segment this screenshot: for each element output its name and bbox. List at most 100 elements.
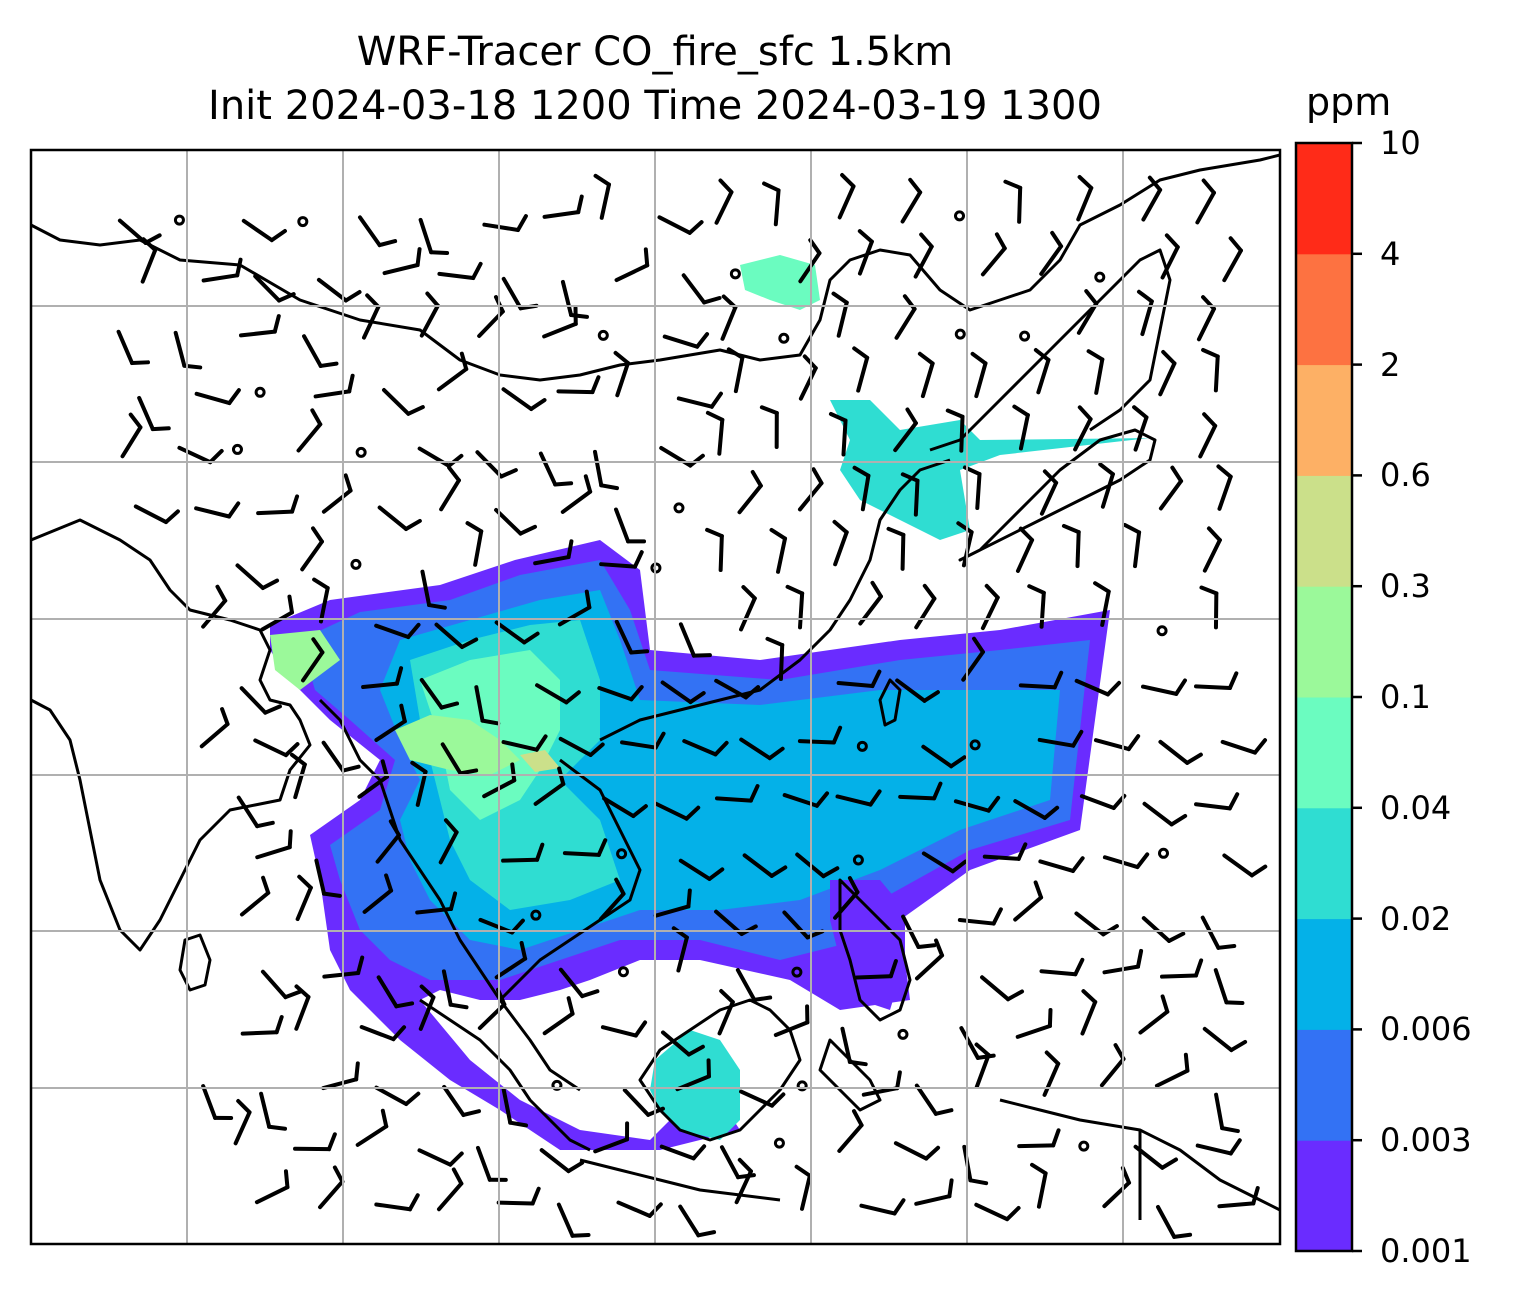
wind-barb — [374, 703, 407, 742]
wind-barb — [765, 636, 785, 682]
wind-barb — [116, 329, 151, 366]
wind-barb — [321, 473, 353, 514]
wind-barb — [241, 218, 287, 243]
wind-barb — [538, 451, 574, 487]
colorbar-segment — [1296, 1140, 1352, 1252]
wind-barb — [1098, 462, 1115, 509]
wind-barb — [957, 907, 1003, 926]
wind-barb — [894, 294, 917, 340]
wind-barb — [482, 214, 528, 232]
wind-barb — [533, 766, 566, 806]
colorbar-tick-label: 0.04 — [1380, 788, 1452, 827]
wind-barb — [833, 876, 860, 920]
wind-barb — [717, 989, 735, 1036]
wind-barb — [359, 1025, 407, 1042]
coast-srilanka — [178, 933, 212, 992]
wind-barb — [1099, 1043, 1126, 1088]
calm-wind-circle — [616, 848, 628, 860]
calm-wind-circle — [530, 909, 542, 921]
wind-barb — [1122, 522, 1142, 569]
calm-wind-circle — [597, 329, 609, 341]
wind-barb — [598, 877, 626, 922]
wind-barb — [374, 1193, 420, 1212]
calm-wind-circle — [729, 268, 741, 280]
wind-barb — [1214, 1092, 1240, 1134]
tracer-plume-0.1 — [395, 715, 520, 775]
coast-bay-bengal-east — [318, 698, 581, 1092]
wind-barb — [737, 469, 763, 515]
wind-barb — [436, 1167, 464, 1212]
coast-borneo — [638, 998, 802, 1142]
calm-wind-circle — [254, 386, 266, 398]
wind-barb — [1102, 1165, 1132, 1209]
coast-philippines — [838, 878, 912, 1022]
wind-barb — [440, 742, 479, 776]
wind-barb — [1217, 1186, 1260, 1209]
wind-barb — [614, 507, 647, 544]
calm-wind-circle — [954, 210, 966, 222]
colorbar-segment — [1296, 1029, 1352, 1141]
wind-barb — [657, 215, 704, 235]
wind-barb — [726, 347, 745, 394]
coast-sumatra — [419, 998, 591, 1152]
wind-barb — [653, 888, 692, 918]
wind-barb — [593, 449, 619, 491]
wind-barb — [1201, 347, 1220, 393]
colorbar-segment — [1296, 807, 1352, 920]
wind-barb — [465, 521, 484, 567]
wind-barb — [837, 173, 856, 220]
coast-china — [599, 458, 951, 742]
wind-barb — [253, 738, 300, 758]
colorbar-tick-label: 0.006 — [1380, 1010, 1472, 1049]
wind-barb — [1195, 1138, 1242, 1156]
wind-barb — [293, 1132, 337, 1152]
calm-wind-circle — [1156, 625, 1168, 637]
wind-barb — [676, 391, 723, 409]
wind-barb — [980, 975, 1025, 1002]
colorbar-tick-label: 0.3 — [1380, 567, 1431, 606]
wind-barb — [294, 984, 311, 1031]
wind-barb — [720, 294, 738, 341]
wind-barb — [914, 1083, 954, 1116]
wind-barb — [558, 736, 605, 757]
calm-wind-circle — [773, 1137, 785, 1149]
wind-barb — [255, 829, 293, 860]
coast-indochina — [498, 758, 642, 1002]
wind-barb — [597, 685, 644, 702]
colorbar-tick-label: 0.003 — [1380, 1121, 1472, 1160]
wind-barb — [1018, 670, 1064, 690]
wind-barb — [253, 274, 296, 303]
calm-wind-circle — [897, 1028, 909, 1040]
wind-barb — [1222, 853, 1268, 878]
wind-barb — [302, 334, 339, 368]
wind-barb — [835, 789, 882, 807]
wind-barb — [773, 1004, 810, 1038]
wind-barb — [418, 217, 450, 255]
wind-barb — [295, 874, 313, 922]
wind-barb — [560, 474, 593, 514]
wind-barb — [259, 1091, 288, 1131]
wind-barb — [662, 332, 710, 349]
wind-barb — [914, 1178, 954, 1206]
wind-barb — [1076, 175, 1094, 222]
wind-barb — [671, 926, 689, 973]
wind-barb — [1216, 464, 1233, 511]
wind-barb — [739, 737, 785, 761]
wind-barb — [558, 967, 600, 999]
wind-barb — [201, 584, 228, 629]
wind-barb — [300, 637, 325, 683]
wind-barb — [410, 760, 428, 807]
wind-barb — [314, 858, 342, 898]
wind-barb — [133, 504, 180, 525]
wind-barb — [417, 1148, 464, 1167]
tracer-contour-layer — [270, 255, 1150, 1150]
calm-wind-circle — [778, 332, 790, 344]
wind-barb — [1037, 729, 1084, 748]
wind-barb — [970, 351, 988, 399]
wind-barb — [1042, 1050, 1061, 1097]
tracer-patch-borneo — [650, 1030, 740, 1140]
wind-barb — [614, 619, 650, 655]
coast-india — [31, 518, 312, 952]
wind-barb — [1093, 734, 1141, 752]
wind-barb — [374, 1085, 421, 1106]
